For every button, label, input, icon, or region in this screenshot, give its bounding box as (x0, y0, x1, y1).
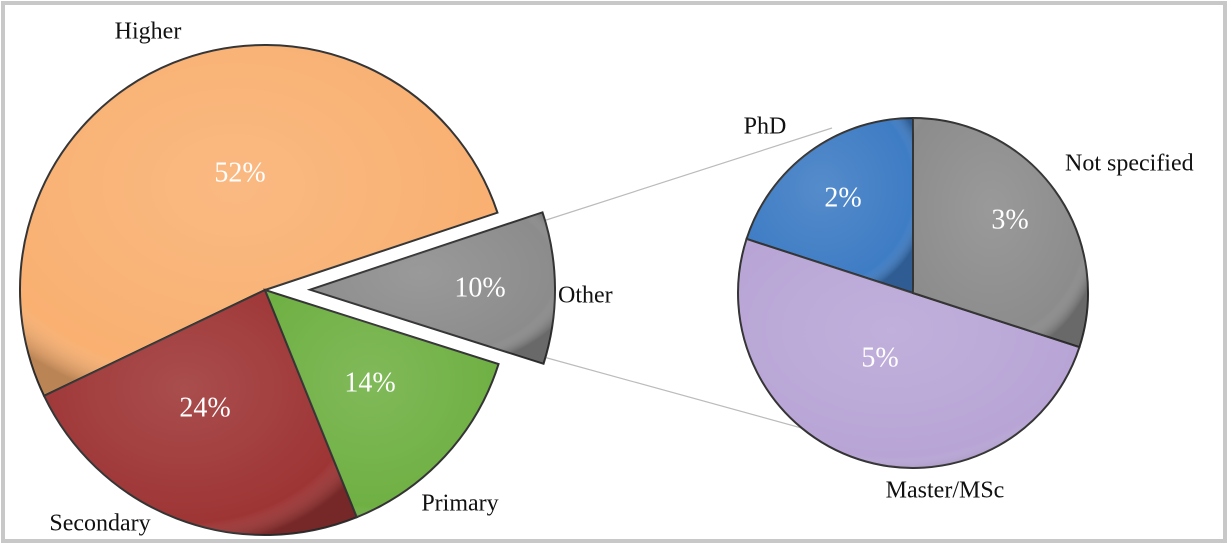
slice-shade (746, 118, 913, 293)
slice-shade (19, 44, 498, 396)
slice-shade (738, 238, 1080, 468)
value-label: 2% (824, 182, 861, 213)
value-label: 5% (861, 342, 898, 373)
value-label: 52% (214, 157, 265, 188)
slice-shade (913, 118, 1088, 348)
value-label: 24% (179, 392, 230, 423)
value-label: 10% (454, 272, 505, 303)
category-label: Other (558, 283, 613, 309)
connector-line (539, 355, 846, 441)
connector-line (539, 127, 833, 223)
slice-shade (44, 290, 357, 535)
category-label: Primary (421, 491, 498, 517)
category-label: Not specified (1065, 151, 1194, 177)
value-label: 3% (991, 204, 1028, 235)
category-label: Higher (115, 19, 182, 45)
value-label: 14% (344, 367, 395, 398)
category-label: Master/MSc (886, 478, 1005, 504)
category-label: PhD (744, 114, 787, 140)
slice-shade (265, 290, 499, 518)
slice-shade (309, 212, 555, 364)
category-label: Secondary (49, 511, 150, 537)
